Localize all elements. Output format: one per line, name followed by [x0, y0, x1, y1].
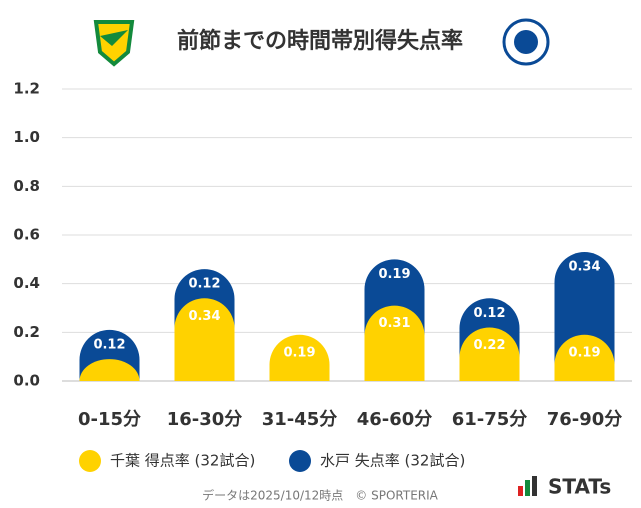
brand-logo [518, 476, 537, 496]
value-label: 0.34 [568, 260, 600, 275]
x-tick-label: 76-90分 [547, 409, 623, 430]
y-tick-label: 1.2 [13, 80, 40, 98]
home-logo [93, 20, 135, 67]
value-label: 0.19 [568, 345, 600, 360]
chart-title: 前節までの時間帯別得失点率 [177, 28, 463, 54]
value-label: 0.19 [283, 345, 315, 360]
x-tick-label: 31-45分 [262, 409, 338, 430]
bar-segment [79, 359, 140, 381]
away-logo [502, 18, 550, 66]
y-tick-label: 0.6 [13, 226, 40, 244]
legend-label: 水戸 失点率 (32試合) [320, 452, 465, 470]
bar-segment [459, 327, 520, 381]
y-tick-label: 0.2 [13, 323, 40, 341]
y-tick-label: 1.0 [13, 128, 40, 146]
bar-segment [554, 252, 615, 365]
bar-segment [364, 305, 425, 381]
value-label: 0.19 [378, 267, 410, 282]
legend-label: 千葉 得点率 (32試合) [110, 452, 255, 470]
legend-marker [79, 450, 101, 472]
y-tick-label: 0.8 [13, 177, 40, 195]
value-label: 0.12 [93, 337, 125, 352]
x-tick-label: 0-15分 [78, 409, 141, 430]
footnote: データは2025/10/12時点 © SPORTERIA [202, 488, 439, 503]
brand: STATs [548, 475, 611, 499]
x-tick-label: 46-60分 [357, 409, 433, 430]
value-label: 0.34 [188, 309, 220, 324]
value-label: 0.12 [473, 306, 505, 321]
value-label: 0.22 [473, 338, 505, 353]
x-tick-label: 61-75分 [452, 409, 528, 430]
value-label: 0.12 [188, 277, 220, 292]
bar-segment [554, 334, 615, 381]
legend-marker [289, 450, 311, 472]
value-label: 0.31 [378, 316, 410, 331]
bar-segment [269, 334, 330, 381]
y-tick-label: 0.0 [13, 372, 40, 390]
x-tick-label: 16-30分 [167, 409, 243, 430]
y-tick-label: 0.4 [13, 274, 40, 292]
bar-segment [174, 298, 235, 381]
